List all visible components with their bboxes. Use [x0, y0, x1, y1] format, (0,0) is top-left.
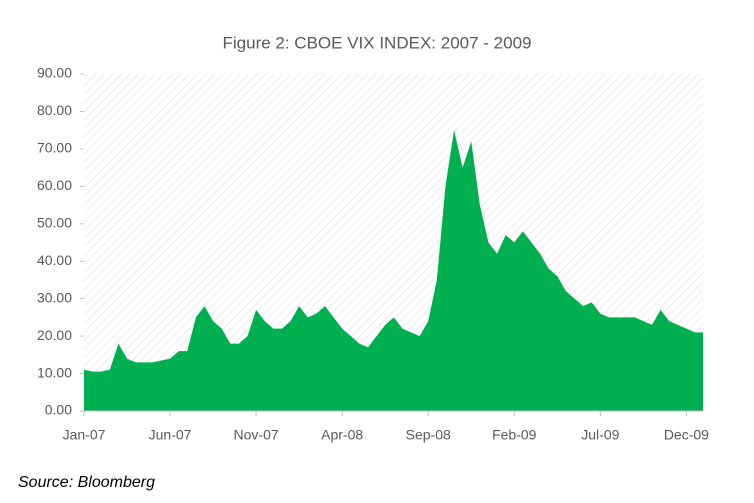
- chart-title: Figure 2: CBOE VIX INDEX: 2007 - 2009: [223, 33, 532, 52]
- area: [84, 130, 703, 411]
- x-tick-label: Feb-09: [492, 427, 537, 443]
- x-tick-label: Jan-07: [63, 427, 106, 443]
- y-tick-label: 10.00: [37, 364, 72, 380]
- y-tick-label: 50.00: [37, 214, 72, 230]
- source: Source: Bloomberg: [18, 474, 155, 491]
- y-tick-label: 20.00: [37, 327, 72, 343]
- x-tick-label: Apr-08: [321, 427, 363, 443]
- y-tick-label: 90.00: [37, 65, 72, 81]
- y-tick-label: 80.00: [37, 102, 72, 118]
- y-tick-label: 30.00: [37, 289, 72, 305]
- x-tick-label: Dec-09: [664, 427, 709, 443]
- x-tick-label: Jul-09: [581, 427, 619, 443]
- x-tick-label: Nov-07: [234, 427, 279, 443]
- y-tick-label: 40.00: [37, 252, 72, 268]
- y-tick-label: 60.00: [37, 177, 72, 193]
- y-tick-label: 70.00: [37, 140, 72, 156]
- y-tick-label: 0.00: [45, 402, 72, 418]
- x-tick-label: Jun-07: [149, 427, 192, 443]
- x-tick-label: Sep-08: [406, 427, 451, 443]
